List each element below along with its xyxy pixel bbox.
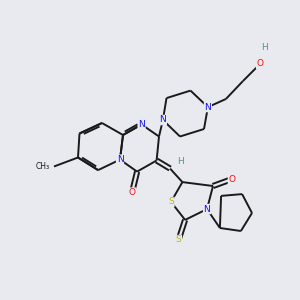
Text: N: N	[204, 205, 210, 214]
Text: O: O	[128, 188, 136, 197]
Text: H: H	[177, 157, 184, 166]
Text: N: N	[205, 103, 211, 112]
Text: S: S	[168, 197, 174, 206]
Text: N: N	[160, 116, 166, 124]
Text: O: O	[228, 175, 236, 184]
Text: H: H	[261, 43, 267, 52]
Text: N: N	[117, 155, 123, 164]
Text: S: S	[176, 236, 182, 244]
Text: N: N	[138, 120, 145, 129]
Text: CH₃: CH₃	[35, 162, 50, 171]
Text: O: O	[256, 59, 264, 68]
